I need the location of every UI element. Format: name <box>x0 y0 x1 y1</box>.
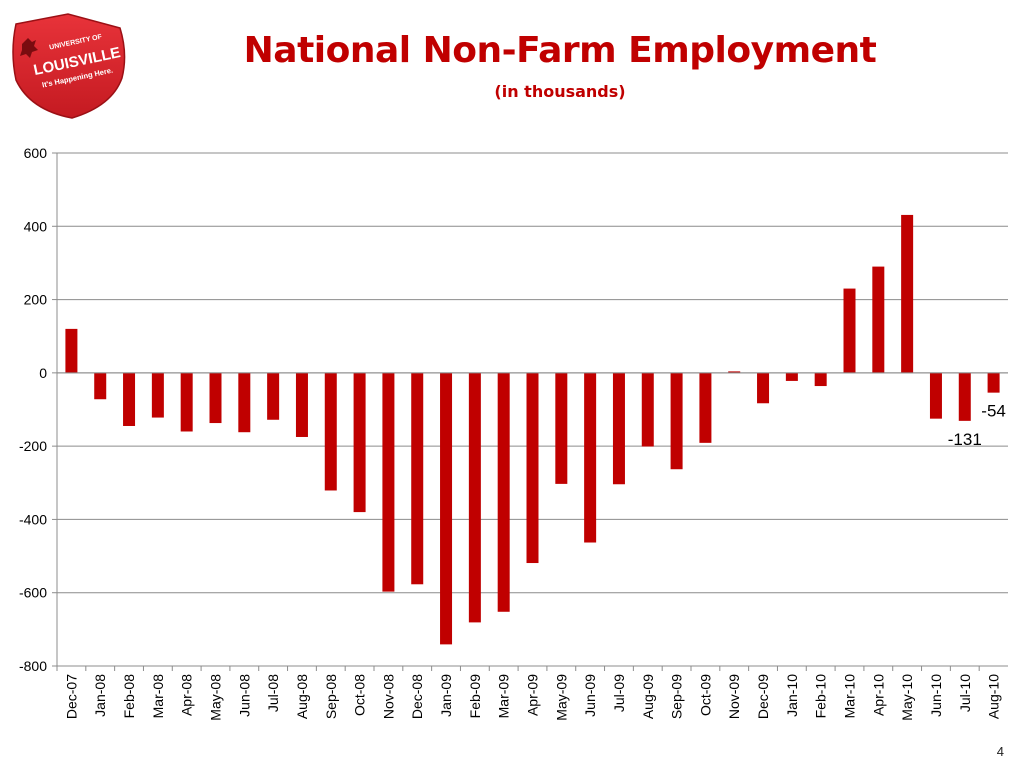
bar <box>757 372 770 404</box>
bar <box>814 372 827 387</box>
x-tick-label: Dec-07 <box>63 674 79 719</box>
bar <box>65 328 78 373</box>
x-tick-label: Oct-09 <box>697 674 713 716</box>
y-tick-label: 600 <box>24 145 48 161</box>
x-tick-label: Aug-10 <box>986 674 1002 719</box>
page-number: 4 <box>996 744 1004 759</box>
x-tick-label: Mar-10 <box>842 674 858 719</box>
chart-subtitle: (in thousands) <box>494 82 626 101</box>
y-tick-label: 0 <box>39 365 47 381</box>
bar <box>353 372 366 513</box>
x-tick-label: Jan-08 <box>92 674 108 717</box>
x-tick-label: Aug-08 <box>294 674 310 719</box>
university-of-louisville-logo: UNIVERSITY OF LOUISVILLE It's Happening … <box>12 13 126 119</box>
x-tick-label: Jun-08 <box>236 674 252 717</box>
bar <box>94 372 107 400</box>
x-tick-label: Dec-08 <box>409 674 425 719</box>
bar <box>555 372 568 484</box>
chart-title: National Non-Farm Employment <box>243 30 877 71</box>
x-tick-label: Apr-09 <box>525 674 541 716</box>
bar <box>843 288 856 373</box>
bar <box>209 372 222 424</box>
bar <box>324 372 337 491</box>
bar <box>382 372 395 592</box>
bar <box>929 372 942 419</box>
y-tick-label: -600 <box>19 585 47 601</box>
bar <box>526 372 539 564</box>
x-tick-label: Apr-10 <box>870 674 886 716</box>
bar <box>612 372 625 485</box>
data-label: -54 <box>981 402 1006 421</box>
bar <box>440 372 453 645</box>
bar <box>785 372 798 381</box>
bar <box>123 372 136 426</box>
x-tick-label: May-10 <box>899 674 915 721</box>
y-tick-label: 400 <box>24 218 48 234</box>
cardinal-bird-icon <box>20 38 38 58</box>
x-tick-label: Jul-08 <box>265 674 281 712</box>
x-tick-label: Feb-09 <box>467 674 483 719</box>
x-tick-label: May-08 <box>208 674 224 721</box>
x-tick-label: Aug-09 <box>640 674 656 719</box>
x-tick-label: Nov-09 <box>726 674 742 719</box>
x-tick-label: Dec-09 <box>755 674 771 719</box>
y-tick-label: -400 <box>19 511 47 527</box>
x-tick-label: Mar-09 <box>496 674 512 719</box>
x-tick-label: Jun-09 <box>582 674 598 717</box>
bar <box>497 372 510 612</box>
bar <box>295 372 308 437</box>
x-tick-label: Sep-08 <box>323 674 339 719</box>
x-tick-label: Feb-10 <box>813 674 829 719</box>
x-tick-label: Apr-08 <box>179 674 195 716</box>
x-tick-label: Jan-09 <box>438 674 454 717</box>
logo-shield-icon <box>12 13 126 119</box>
bar <box>670 372 683 470</box>
bar <box>699 372 712 443</box>
y-tick-label: -200 <box>19 438 47 454</box>
x-tick-label: Jan-10 <box>784 674 800 717</box>
bar <box>267 372 280 420</box>
data-label: -131 <box>948 430 982 449</box>
bar <box>411 372 424 585</box>
bar <box>958 372 971 421</box>
bar <box>151 372 164 418</box>
x-tick-label: May-09 <box>553 674 569 721</box>
bar <box>468 372 481 623</box>
x-tick-label: Oct-08 <box>352 674 368 716</box>
x-tick-label: Mar-08 <box>150 674 166 719</box>
bar <box>987 372 1000 393</box>
x-tick-label: Jul-10 <box>957 674 973 712</box>
x-tick-label: Jun-10 <box>928 674 944 717</box>
x-tick-label: Jul-09 <box>611 674 627 712</box>
bar <box>641 372 654 447</box>
bar <box>238 372 251 433</box>
bar <box>180 372 193 432</box>
bar <box>584 372 597 543</box>
bar <box>901 214 914 373</box>
x-tick-label: Sep-09 <box>669 674 685 719</box>
x-tick-label: Feb-08 <box>121 674 137 719</box>
bar <box>872 266 885 373</box>
x-tick-label: Nov-08 <box>380 674 396 719</box>
y-tick-label: 200 <box>24 292 48 308</box>
y-tick-label: -800 <box>19 658 47 674</box>
bar <box>728 371 741 373</box>
